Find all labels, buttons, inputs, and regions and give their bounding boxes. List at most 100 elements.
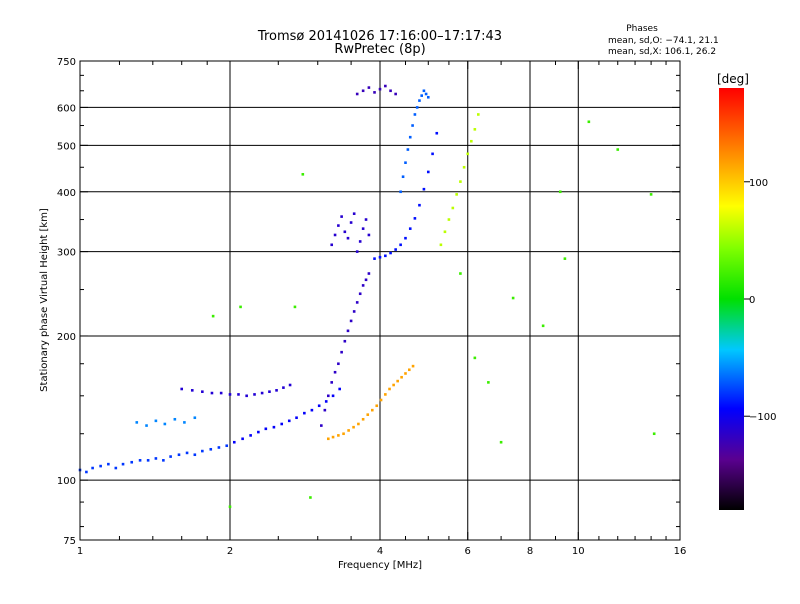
x-tick-label: 2 [227, 546, 233, 557]
data-point [201, 390, 204, 393]
data-point [431, 152, 434, 156]
data-point [154, 419, 158, 423]
data-point [343, 230, 347, 234]
data-point [401, 175, 405, 179]
series-f1-o-mode [320, 272, 371, 427]
data-point [358, 240, 362, 243]
data-point [193, 416, 197, 420]
series-f2-cluster [330, 212, 371, 253]
data-point [185, 451, 189, 455]
y-tick-label: 500 [57, 141, 76, 152]
data-point [288, 383, 292, 387]
data-point [272, 425, 276, 429]
data-point [201, 449, 204, 453]
data-point [275, 389, 278, 392]
data-point [309, 496, 312, 499]
data-point [349, 221, 353, 224]
data-point [130, 460, 134, 464]
data-point [388, 387, 391, 391]
chart-title-line2: RwPretec (8p) [334, 42, 425, 57]
data-point [237, 393, 240, 396]
data-point [210, 391, 214, 395]
data-point [411, 124, 414, 127]
data-point [253, 393, 256, 396]
data-point [379, 398, 383, 402]
data-point [563, 257, 567, 260]
data-point [408, 368, 411, 372]
data-point [426, 170, 430, 174]
data-point [169, 455, 172, 458]
y-tick-label: 300 [57, 248, 76, 259]
data-point [135, 421, 139, 424]
data-point [470, 139, 473, 143]
x-axis-label: Frequency [MHz] [338, 560, 422, 571]
series-low-e-trace [78, 444, 229, 474]
data-point [343, 339, 347, 343]
colorbar: [deg] 100 0 −100 [717, 72, 776, 510]
data-point [355, 301, 359, 304]
data-point [373, 257, 376, 260]
data-point [400, 375, 403, 379]
data-point [340, 215, 343, 218]
series-f2-o-mode-upper [399, 89, 430, 194]
colorbar-tick-label: 0 [749, 295, 755, 306]
data-point [295, 416, 298, 420]
data-point [327, 394, 330, 398]
data-point [413, 217, 417, 220]
y-tick-label: 200 [57, 332, 76, 343]
y-tick-label: 400 [57, 188, 76, 199]
data-point [324, 400, 328, 403]
data-point [333, 370, 337, 374]
data-point [404, 236, 407, 240]
data-point [85, 470, 88, 474]
data-point [389, 89, 392, 93]
data-point [228, 505, 232, 509]
data-point [364, 278, 368, 282]
data-point [649, 193, 653, 196]
data-point [301, 173, 305, 176]
data-point [225, 444, 229, 448]
y-axis-label: Stationary phase Virtual Height [km] [39, 208, 50, 392]
data-point [420, 94, 423, 97]
data-point [257, 430, 260, 434]
data-point [389, 251, 392, 255]
data-point [146, 459, 150, 462]
data-point [107, 462, 110, 466]
data-point [447, 218, 451, 221]
data-point [375, 404, 379, 408]
data-point [190, 389, 194, 392]
x-tick-label: 6 [465, 546, 471, 557]
data-point [418, 99, 421, 102]
data-point [331, 394, 335, 398]
data-point [280, 422, 284, 426]
data-point [320, 424, 323, 427]
data-point [406, 148, 410, 151]
stats-box: Phases mean, sd,O: −74.1, 21.1 mean, sd,… [608, 24, 719, 57]
stats-x-mode: mean, sd,X: 106.1, 26.2 [608, 47, 716, 57]
data-point [366, 413, 370, 416]
colorbar-tick-label: 100 [749, 178, 768, 189]
data-point [317, 404, 321, 408]
data-point [357, 422, 360, 426]
data-point [384, 84, 387, 88]
y-tick-label: 600 [57, 103, 76, 114]
data-point [511, 296, 515, 300]
data-point [418, 203, 421, 207]
data-point [473, 356, 477, 360]
data-point [260, 391, 264, 395]
data-point [346, 236, 350, 240]
data-point [424, 92, 428, 96]
series-spread-top [355, 84, 397, 96]
series-f1-x-mode [327, 364, 415, 441]
data-point [340, 350, 343, 354]
data-point [413, 113, 417, 116]
colorbar-ticks: 100 0 −100 [744, 178, 776, 423]
data-point [337, 224, 340, 227]
data-point [399, 190, 402, 194]
data-point [466, 152, 470, 156]
data-point [173, 417, 177, 421]
data-point [394, 248, 397, 251]
data-point [361, 89, 365, 93]
